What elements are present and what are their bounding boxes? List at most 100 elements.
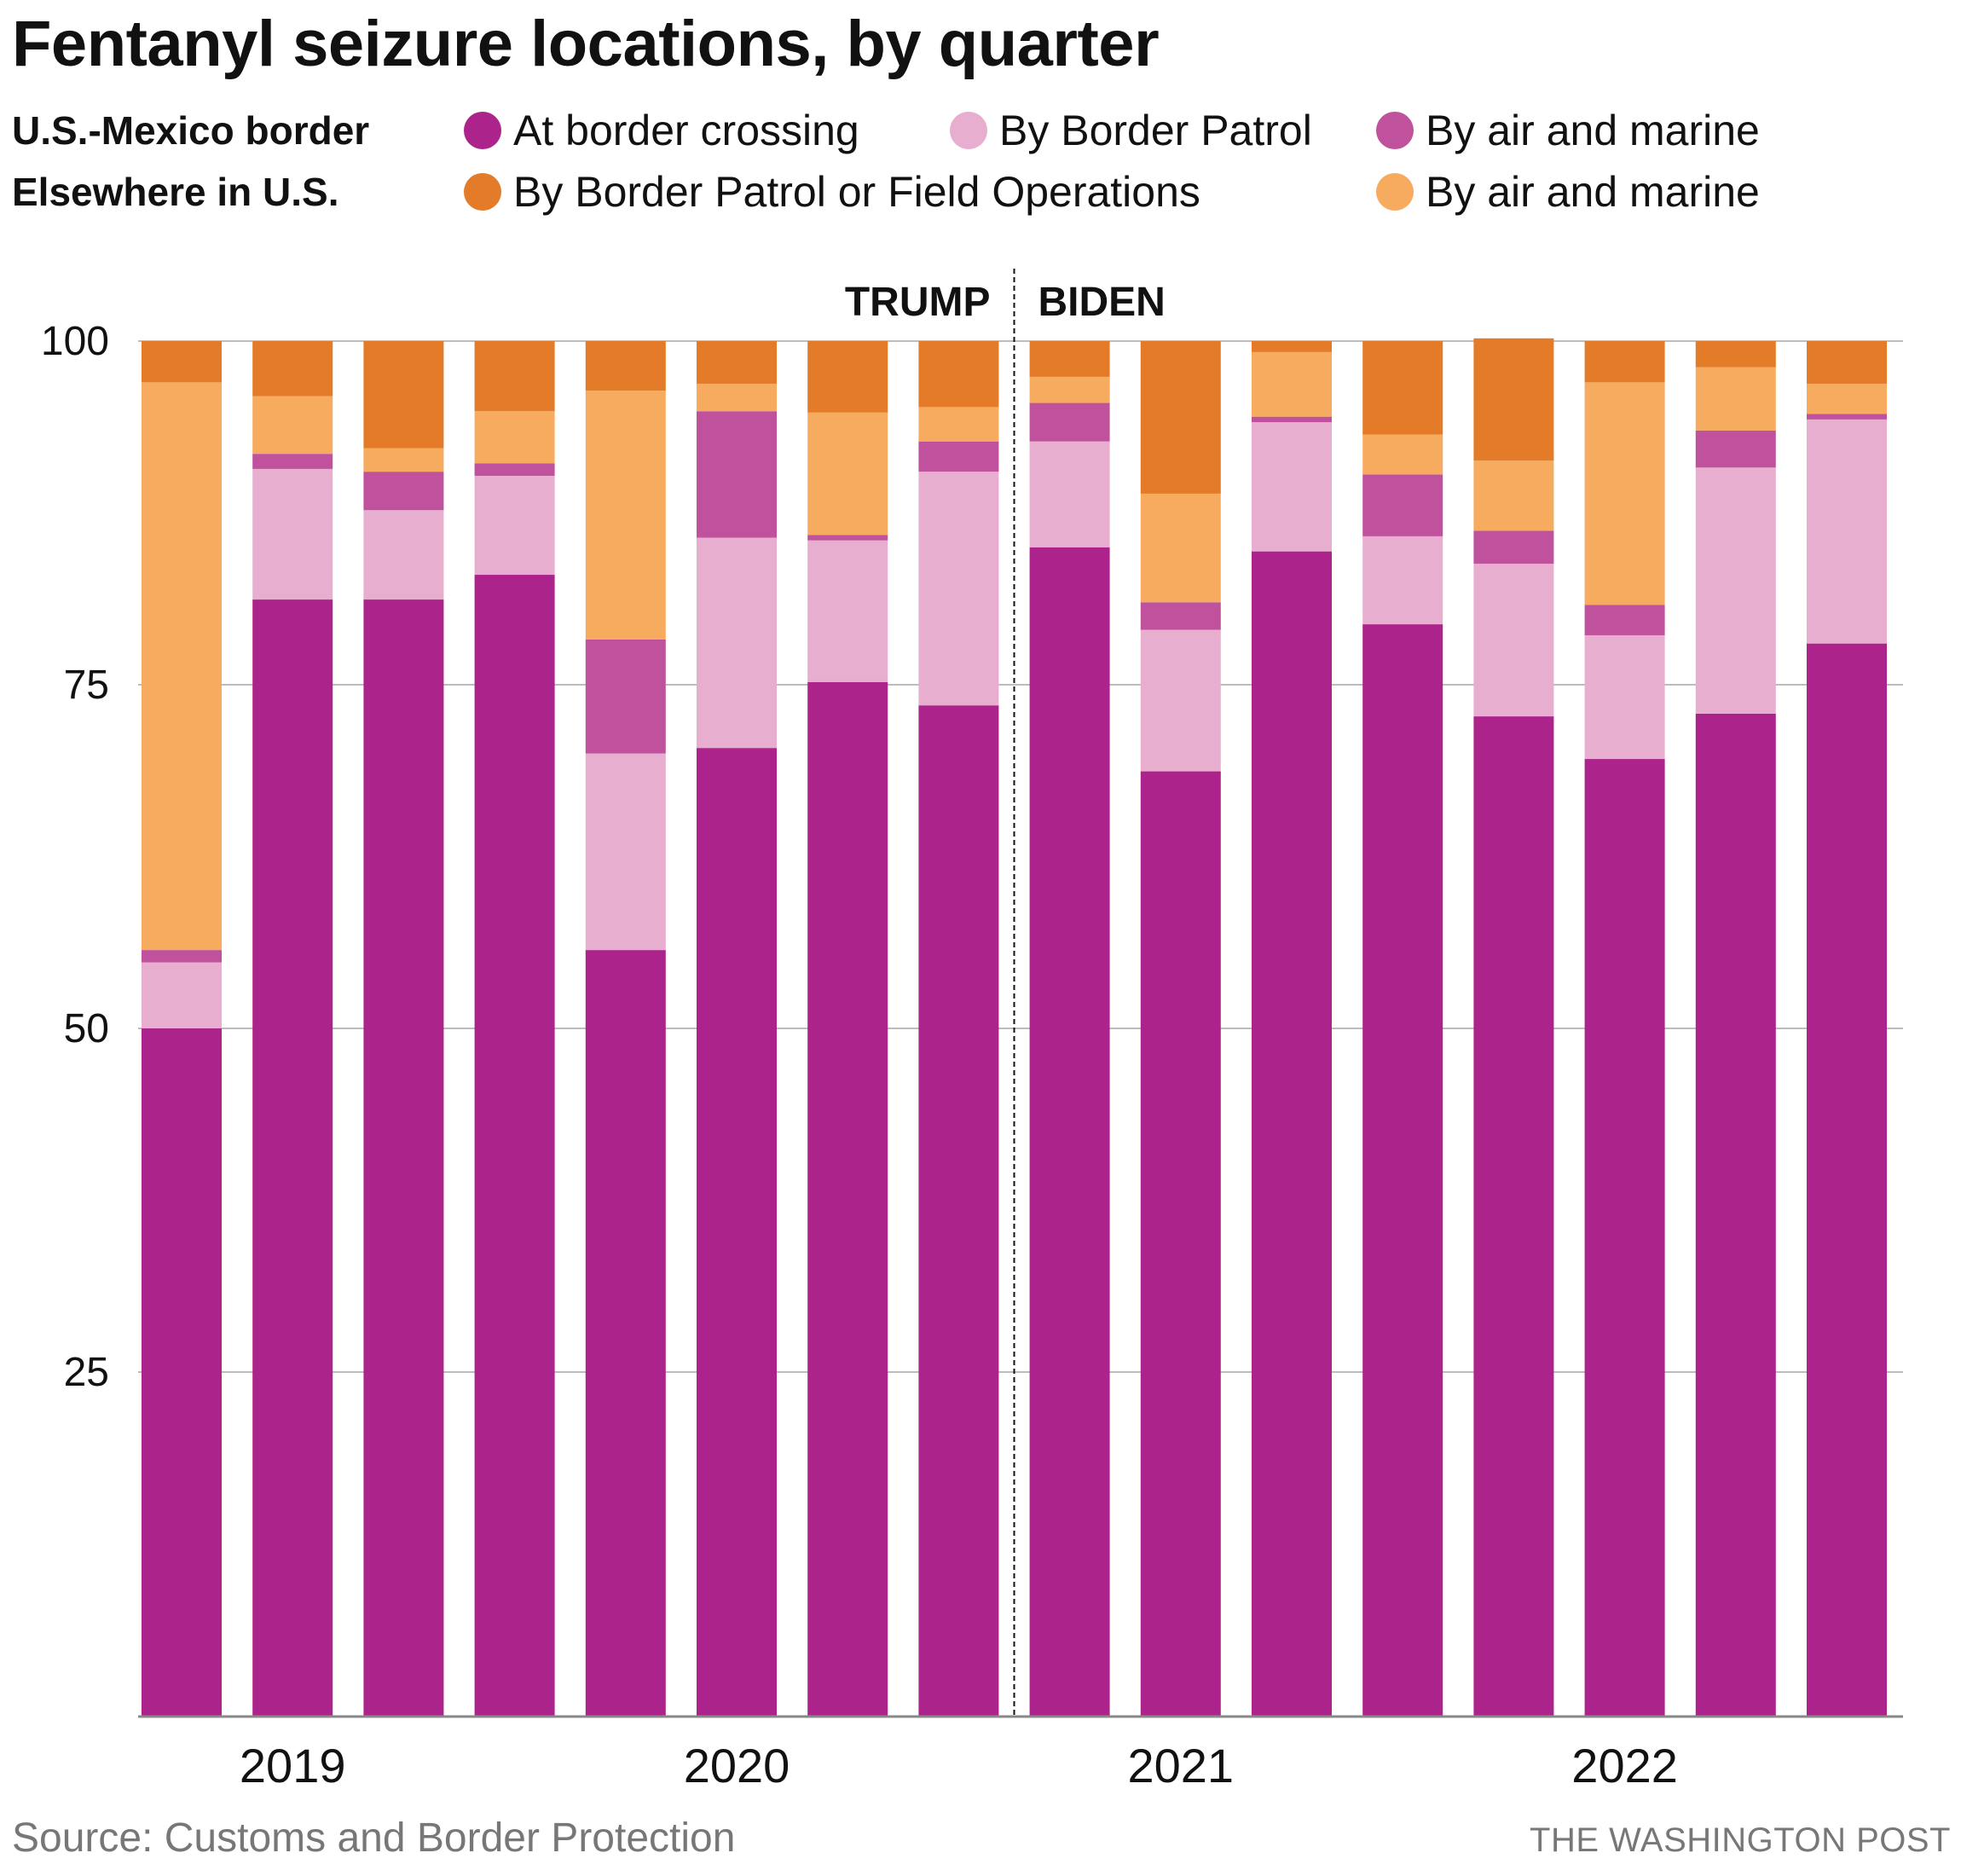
bar-segment-4-2022-q4 <box>1807 383 1887 414</box>
bar-segment-2-2021-q1 <box>1029 441 1110 547</box>
y-tick-label: 50 <box>64 1006 109 1051</box>
bar-segment-2-2021-q2 <box>1140 629 1221 772</box>
bar-segment-3-2021-q4 <box>1362 474 1443 536</box>
bar-segment-1-2019-q3 <box>363 599 444 1716</box>
bar-segment-2-2022-q2 <box>1584 634 1665 760</box>
bar-segment-1-2021-q3 <box>1252 551 1332 1716</box>
trump-label: TRUMP <box>845 280 991 325</box>
bar-segment-4-2019-q4 <box>474 411 555 464</box>
bar-segment-3-2019-q3 <box>363 472 444 511</box>
legend-label: At border crossing <box>513 107 859 154</box>
bar-segment-5-2022-q4 <box>1807 341 1887 384</box>
bar-segment-1-2020-q2 <box>697 748 777 1716</box>
bar-segment-3-2021-q3 <box>1252 416 1332 423</box>
bar-segment-4-2022-q1 <box>1473 460 1554 531</box>
x-tick-label: 2019 <box>240 1739 346 1791</box>
bar-segment-4-2021-q1 <box>1029 376 1110 403</box>
bar-segment-4-2020-q2 <box>697 383 777 412</box>
bar-segment-4-2021-q3 <box>1252 351 1332 417</box>
legend-label: By Border Patrol or Field Operations <box>513 168 1200 216</box>
legend: U.S.-Mexico border At border crossing By… <box>12 101 1939 237</box>
bar-segment-1-2022-q2 <box>1584 759 1665 1716</box>
bar-segment-2-2021-q3 <box>1252 422 1332 552</box>
biden-label: BIDEN <box>1038 280 1166 325</box>
bar-segment-3-2021-q1 <box>1029 402 1110 442</box>
bar-segment-3-2022-q4 <box>1807 414 1887 420</box>
y-tick-label: 75 <box>64 663 109 708</box>
bar-segment-4-2020-q3 <box>807 412 888 536</box>
bar-segment-4-2020-q4 <box>918 407 999 442</box>
bar-segment-4-2021-q2 <box>1140 493 1221 603</box>
bar-segment-2-2019-q2 <box>252 468 333 600</box>
bar-segment-4-2022-q3 <box>1695 367 1776 431</box>
y-tick-label: 100 <box>41 319 109 364</box>
bar-segment-1-2021-q4 <box>1362 624 1443 1716</box>
stacked-bar-chart: 25 50 75 100 2019 2020 2021 2022 TRUMP BIDEN <box>41 269 1903 1791</box>
bar-segment-5-2020-q4 <box>918 341 999 408</box>
bar-segment-3-2020-q1 <box>585 639 666 754</box>
bar-segment-1-2021-q2 <box>1140 771 1221 1716</box>
bar-segment-3-2019-q2 <box>252 454 333 469</box>
legend-item-elsewhere-air-and-marine: By air and marine <box>1376 162 1760 222</box>
bar-segment-1-2019-q1 <box>142 1028 222 1716</box>
bar-segment-2-2020-q4 <box>918 472 999 706</box>
legend-label: By Border Patrol <box>999 107 1312 154</box>
bar-segment-5-2021-q1 <box>1029 341 1110 377</box>
bar-segment-1-2022-q4 <box>1807 643 1887 1716</box>
legend-row-elsewhere: Elsewhere in U.S. By Border Patrol or Fi… <box>12 162 1939 222</box>
bar-segment-3-2022-q1 <box>1473 530 1554 565</box>
legend-group-label: U.S.-Mexico border <box>12 108 370 153</box>
bar-segment-5-2021-q4 <box>1362 341 1443 435</box>
bar-segment-2-2019-q4 <box>474 475 555 576</box>
legend-item-by-border-patrol-or-field-operations: By Border Patrol or Field Operations <box>464 162 1200 222</box>
bar-segment-3-2022-q3 <box>1695 430 1776 468</box>
legend-group-label: Elsewhere in U.S. <box>12 170 339 214</box>
bar-segment-1-2022-q3 <box>1695 713 1776 1716</box>
bar-segment-5-2020-q2 <box>697 341 777 384</box>
bar-segment-5-2020-q1 <box>585 341 666 391</box>
y-tick-label: 25 <box>64 1350 109 1395</box>
bar-segment-1-2020-q3 <box>807 681 888 1716</box>
legend-swatch <box>950 111 987 149</box>
bar-segment-2-2022-q1 <box>1473 564 1554 717</box>
bar-segment-5-2021-q2 <box>1140 341 1221 494</box>
legend-swatch <box>1376 111 1414 149</box>
bar-segment-1-2020-q1 <box>585 950 666 1716</box>
legend-label: By air and marine <box>1426 107 1760 154</box>
bar-segment-3-2019-q1 <box>142 950 222 963</box>
bar-segment-3-2022-q2 <box>1584 605 1665 635</box>
bar-segment-5-2019-q2 <box>252 341 333 397</box>
x-tick-label: 2020 <box>684 1739 790 1791</box>
x-tick-label: 2022 <box>1571 1739 1678 1791</box>
bar-segment-2-2020-q2 <box>697 537 777 749</box>
bar-segment-5-2022-q3 <box>1695 341 1776 368</box>
bar-segment-4-2020-q1 <box>585 391 666 640</box>
bar-segment-4-2022-q2 <box>1584 382 1665 605</box>
bar-segment-1-2019-q2 <box>252 599 333 1716</box>
bar-segment-5-2020-q3 <box>807 341 888 413</box>
bar-segment-3-2020-q3 <box>807 535 888 541</box>
bar-segment-1-2020-q4 <box>918 705 999 1717</box>
legend-swatch <box>1376 172 1414 211</box>
bar-segment-2-2022-q4 <box>1807 419 1887 644</box>
x-tick-label: 2021 <box>1128 1739 1235 1791</box>
bar-segment-2-2020-q1 <box>585 753 666 951</box>
bar-segment-3-2020-q2 <box>697 411 777 538</box>
publisher-credit: THE WASHINGTON POST <box>1530 1821 1951 1859</box>
bar-segment-3-2019-q4 <box>474 463 555 476</box>
bar-segment-3-2021-q2 <box>1140 602 1221 630</box>
legend-item-border-air-and-marine: By air and marine <box>1376 101 1760 160</box>
bar-segment-5-2022-q2 <box>1584 341 1665 383</box>
legend-item-at-border-crossing: At border crossing <box>464 101 859 160</box>
bar-segment-3-2020-q4 <box>918 441 999 472</box>
bar-segment-2-2020-q3 <box>807 540 888 682</box>
bar-segment-4-2019-q1 <box>142 382 222 951</box>
bar-segment-4-2019-q2 <box>252 396 333 455</box>
legend-item-by-border-patrol: By Border Patrol <box>950 101 1312 160</box>
bar-segment-1-2019-q4 <box>474 575 555 1716</box>
legend-row-border: U.S.-Mexico border At border crossing By… <box>12 101 1939 160</box>
bar-segment-4-2019-q3 <box>363 448 444 472</box>
bar-segment-2-2019-q1 <box>142 962 222 1028</box>
bar-segment-2-2021-q4 <box>1362 536 1443 625</box>
bar-segment-5-2022-q1 <box>1473 338 1554 461</box>
